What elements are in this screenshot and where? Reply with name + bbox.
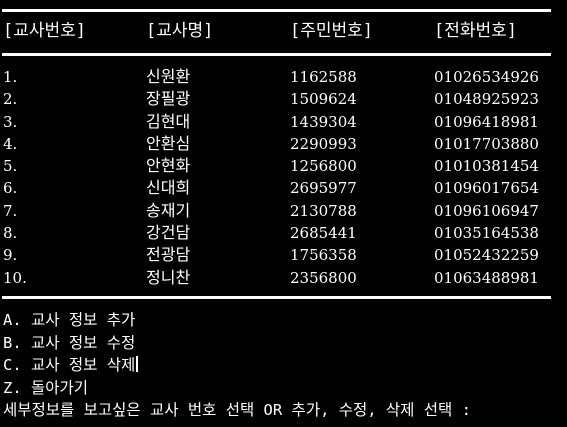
menu-item-add[interactable]: A. 교사 정보 추가	[3, 311, 136, 329]
table-row[interactable]: 1. 신원환 1162588 01026534926	[0, 66, 567, 88]
phone-number: 01026534926	[434, 68, 539, 86]
menu-item-back[interactable]: Z. 돌아가기	[3, 378, 89, 397]
row-number: 3.	[3, 112, 18, 131]
menu-item-delete-line[interactable]: C. 교사 정보 삭제	[3, 354, 471, 377]
table-row[interactable]: 5. 안현화 1256800 01010381454	[0, 155, 567, 177]
row-number: 5.	[3, 157, 18, 176]
phone-number: 01063488981	[434, 268, 539, 287]
teacher-name: 송재기	[146, 200, 191, 220]
header-phone-number: [전화번호]	[434, 21, 518, 41]
resident-number: 1756358	[290, 246, 357, 265]
menu: A. 교사 정보 추가 B. 교사 정보 수정 C. 교사 정보 삭제 Z. 돌…	[3, 309, 471, 422]
teacher-name: 김현대	[146, 111, 191, 131]
menu-item-edit[interactable]: B. 교사 정보 수정	[3, 333, 136, 352]
teacher-name: 신대희	[146, 178, 191, 198]
row-number: 8.	[3, 224, 18, 243]
resident-number: 2685441	[290, 224, 357, 243]
phone-number: 01010381454	[434, 157, 539, 176]
resident-number: 1162588	[290, 68, 357, 86]
phone-number: 01017703880	[434, 134, 539, 153]
row-number: 4.	[3, 134, 18, 153]
phone-number: 01096106947	[434, 201, 539, 220]
row-number: 6.	[3, 179, 18, 198]
phone-number: 01096017654	[434, 179, 539, 198]
resident-number: 2356800	[290, 268, 357, 287]
header-divider	[2, 53, 551, 56]
resident-number: 2695977	[290, 179, 357, 198]
list-divider	[2, 296, 551, 299]
top-divider	[2, 9, 551, 12]
teacher-name: 안현화	[146, 156, 191, 176]
table-row[interactable]: 7. 송재기 2130788 01096106947	[0, 200, 567, 222]
phone-number: 01035164538	[434, 224, 539, 243]
menu-item-delete[interactable]: C. 교사 정보 삭제	[3, 356, 136, 374]
header-teacher-number: [교사번호]	[3, 21, 87, 41]
table-row[interactable]: 2. 장필광 1509624 01048925923	[0, 88, 567, 110]
header-teacher-name: [교사명]	[146, 21, 214, 41]
row-number: 9.	[3, 246, 18, 265]
phone-number: 01048925923	[434, 90, 539, 109]
row-number: 10.	[3, 268, 27, 287]
teacher-name: 정니찬	[146, 267, 191, 287]
table-row[interactable]: 4. 안환심 2290993 01017703880	[0, 133, 567, 155]
resident-number: 1509624	[290, 90, 357, 109]
table-row[interactable]: 8. 강건담 2685441 01035164538	[0, 222, 567, 244]
teacher-name: 장필광	[146, 89, 191, 109]
resident-number: 2130788	[290, 201, 357, 220]
text-cursor	[136, 356, 139, 372]
table-row[interactable]: 3. 김현대 1439304 01096418981	[0, 111, 567, 133]
table-row[interactable]: 9. 전광담 1756358 01052432259	[0, 244, 567, 266]
teacher-name: 전광담	[146, 245, 191, 265]
row-number: 1.	[3, 68, 18, 86]
resident-number: 2290993	[290, 134, 357, 153]
resident-number: 1439304	[290, 112, 357, 131]
phone-number: 01052432259	[434, 246, 539, 265]
teacher-name: 강건담	[146, 223, 191, 243]
table-row[interactable]: 6. 신대희 2695977 01096017654	[0, 177, 567, 199]
table-row[interactable]: 10. 정니찬 2356800 01063488981	[0, 267, 567, 289]
input-prompt[interactable]: 세부정보를 보고싶은 교사 번호 선택 OR 추가, 수정, 삭제 선택 :	[3, 401, 471, 419]
teacher-name: 신원환	[146, 67, 191, 86]
row-number: 7.	[3, 201, 18, 220]
header-resident-number: [주민번호]	[290, 21, 374, 41]
phone-number: 01096418981	[434, 112, 539, 131]
teacher-list: 1. 신원환 1162588 01026534926 2. 장필광 150962…	[0, 66, 567, 289]
row-number: 2.	[3, 90, 18, 109]
teacher-name: 안환심	[146, 133, 191, 153]
resident-number: 1256800	[290, 157, 357, 176]
